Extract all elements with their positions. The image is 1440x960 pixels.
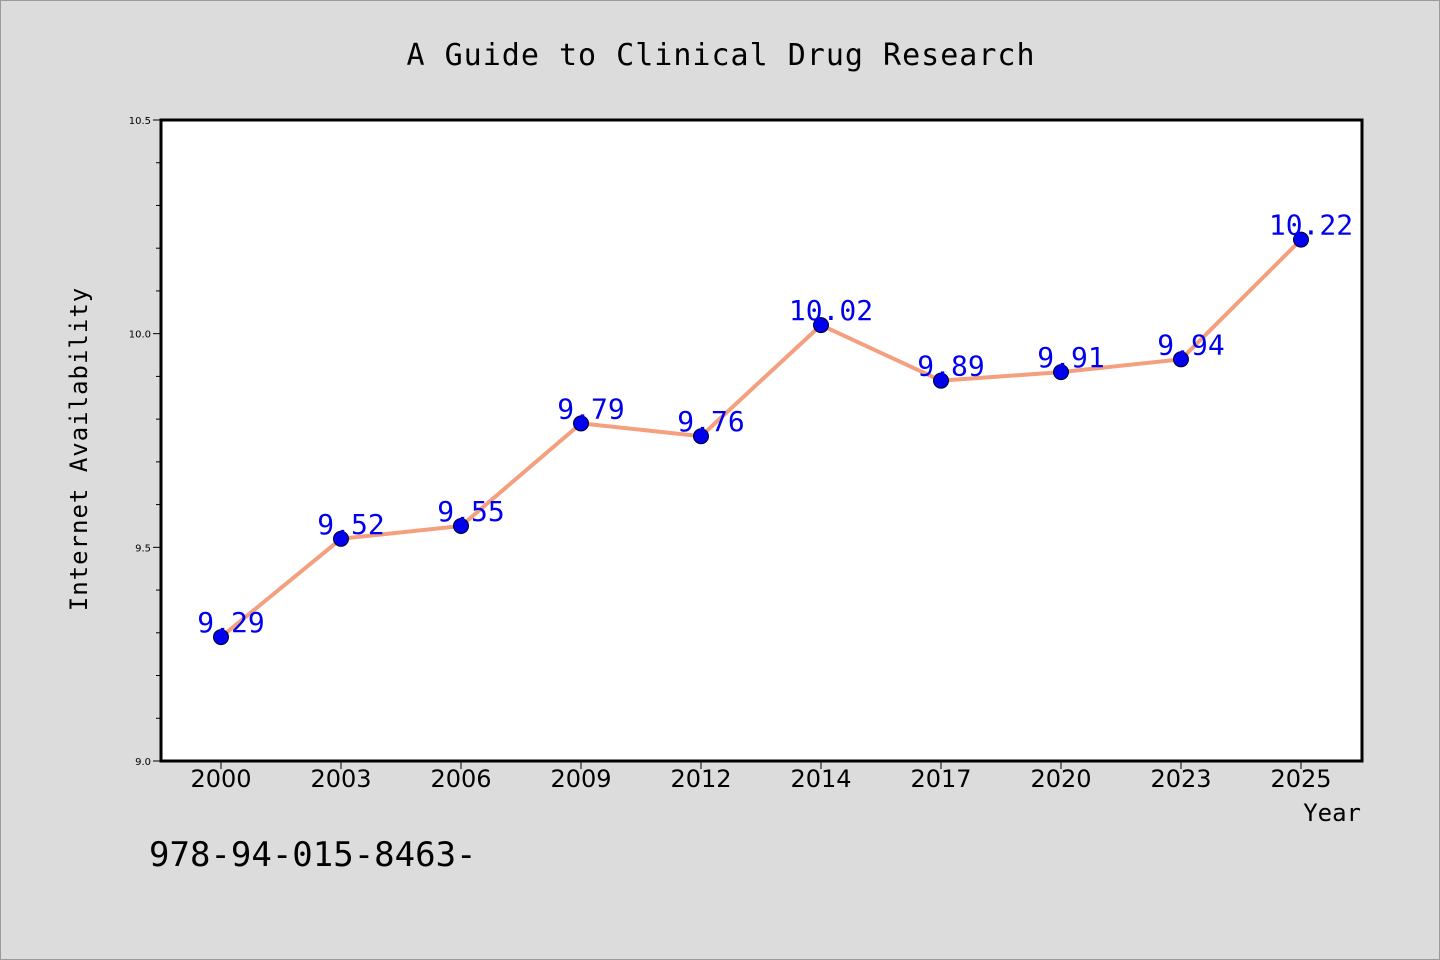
x-tick-label: 2003 <box>310 765 371 793</box>
series-markers <box>213 231 1309 646</box>
y-axis-label: Internet Availability <box>65 287 93 611</box>
y-tick-label: 10.0 <box>129 330 151 341</box>
series-data-labels: 9.29 9.52 9.55 9.79 9.76 10.02 9.89 9.91 9.94 10.… <box>197 209 1353 639</box>
data-value-label: 9.91 <box>1037 341 1104 374</box>
series-line <box>219 237 1303 640</box>
data-value-label: 9.79 <box>557 392 624 425</box>
data-value-label: 9.52 <box>317 508 384 541</box>
data-point-marker <box>573 415 589 432</box>
data-point-marker <box>453 517 469 534</box>
y-tick-label: 9.0 <box>135 757 151 768</box>
x-tick-label: 2000 <box>190 765 251 793</box>
x-axis-label: Year <box>1303 799 1361 827</box>
x-tick-label: 2023 <box>1150 765 1211 793</box>
x-tick-label: 2017 <box>910 765 971 793</box>
y-tick-label: 9.5 <box>135 543 151 554</box>
data-point-marker <box>813 317 829 334</box>
y-tick-label: 10.5 <box>129 116 151 127</box>
data-value-label: 9.89 <box>917 350 984 383</box>
x-axis-tick-labels: 2000 2003 2006 2009 2012 2014 2017 2020 2023 2025 <box>190 765 1331 793</box>
data-value-label: 9.55 <box>437 495 504 528</box>
data-point-marker <box>1173 351 1189 368</box>
data-point-marker <box>213 629 229 646</box>
data-value-label: 9.94 <box>1157 328 1224 361</box>
chart-title: A Guide to Clinical Drug Research <box>406 38 1035 73</box>
x-tick-label: 2020 <box>1030 765 1091 793</box>
x-tick-label: 2006 <box>430 765 491 793</box>
data-value-label: 10.02 <box>789 294 873 327</box>
footer-isbn-text: 978-94-015-8463- <box>149 835 477 875</box>
data-point-marker <box>1293 231 1309 248</box>
plot-area <box>159 118 1364 763</box>
y-axis-ticks <box>153 119 161 762</box>
y-axis-tick-labels: 9.0 9.5 10.0 10.5 <box>129 116 151 768</box>
x-tick-label: 2025 <box>1270 765 1331 793</box>
x-axis-ticks <box>220 761 1302 769</box>
data-value-label: 9.76 <box>677 405 744 438</box>
x-tick-label: 2014 <box>790 765 851 793</box>
x-tick-label: 2009 <box>550 765 611 793</box>
data-point-marker <box>693 428 709 445</box>
data-point-marker <box>933 372 949 389</box>
data-value-label: 9.29 <box>197 606 264 639</box>
data-point-marker <box>1053 364 1069 381</box>
data-value-label: 10.22 <box>1269 209 1353 242</box>
x-tick-label: 2012 <box>670 765 731 793</box>
data-point-marker <box>333 530 349 547</box>
